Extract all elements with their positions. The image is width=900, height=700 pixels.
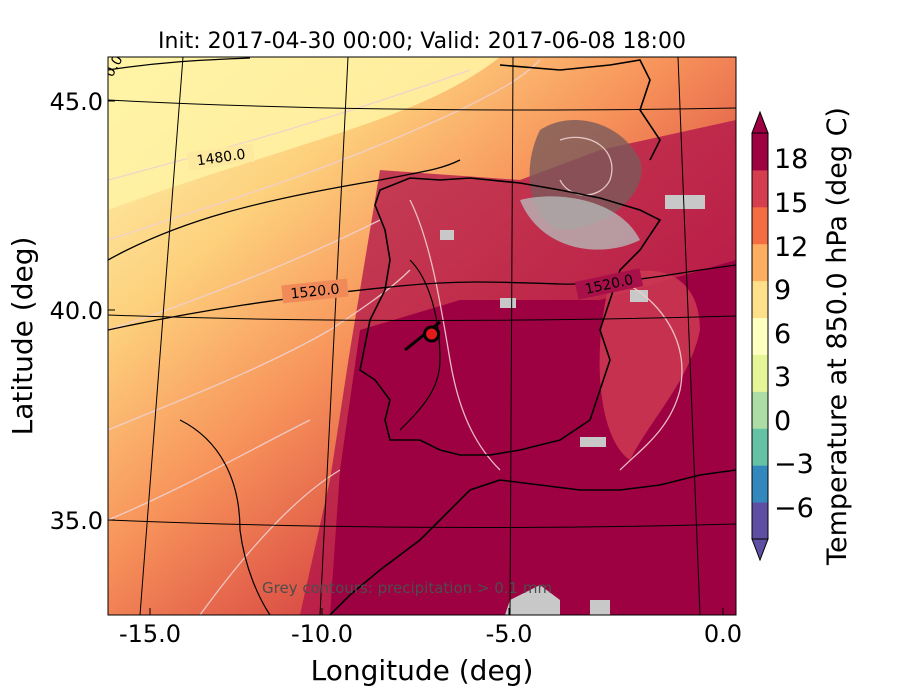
colorbar-tick-label: −3: [774, 449, 814, 480]
colorbar: 18 15 12 9 6 3 0 −3 −6 Temperature at 85…: [751, 107, 853, 566]
location-marker: [423, 325, 441, 343]
colorbar-tick-label: 18: [774, 144, 808, 175]
x-tick-label: -10.0: [291, 620, 353, 648]
colorbar-segment: [752, 428, 768, 466]
cool-band-northwest: [108, 57, 500, 210]
colorbar-bottom-arrow: [751, 538, 769, 562]
y-axis-label: Latitude (deg): [6, 237, 39, 436]
plot-title: Init: 2017-04-30 00:00; Valid: 2017-06-0…: [158, 29, 686, 54]
x-axis: -15.0 -10.0 -5.0 0.0 Longitude (deg): [119, 608, 742, 687]
colorbar-tick-label: 0: [774, 406, 791, 437]
colorbar-tick-label: 12: [774, 232, 808, 263]
colorbar-segment: [752, 169, 768, 208]
colorbar-segment: [752, 206, 768, 245]
colorbar-tick-label: 6: [774, 319, 791, 350]
y-tick-label: 40.0: [50, 297, 103, 325]
colorbar-segment: [752, 465, 768, 503]
colorbar-segment: [752, 317, 768, 355]
x-axis-label: Longitude (deg): [311, 654, 534, 687]
colorbar-tick-label: 3: [774, 362, 791, 393]
colorbar-segment: [752, 391, 768, 429]
x-tick-label: -15.0: [119, 620, 181, 648]
france-coast: [499, 59, 661, 161]
height-label-1480: 1480.0: [196, 147, 247, 170]
colorbar-top-arrow: [751, 110, 769, 134]
x-tick-label: -5.0: [486, 620, 533, 648]
y-axis: 45.0 40.0 35.0 Latitude (deg): [6, 88, 115, 535]
map-frame: [107, 56, 737, 616]
y-tick-label: 35.0: [50, 507, 103, 535]
colorbar-segments: [752, 133, 768, 540]
coastlines: [179, 59, 736, 615]
colorbar-tick-label: 15: [774, 188, 808, 219]
y-tick-label: 45.0: [50, 88, 103, 116]
morocco-border: [179, 419, 271, 615]
colorbar-segment: [752, 133, 768, 171]
colorbar-label: Temperature at 850.0 hPa (deg C): [822, 107, 853, 566]
map-area: 1480.0 1520.0 1520.0 0.0 Grey contours: …: [108, 57, 736, 615]
graticule: [108, 57, 736, 615]
colorbar-segment: [752, 243, 768, 282]
colorbar-ticks: 18 15 12 9 6 3 0 −3 −6: [774, 144, 814, 524]
africa-coast: [329, 469, 736, 615]
precipitation-note: Grey contours: precipitation > 0.1 mm: [262, 579, 552, 597]
colorbar-segment: [752, 354, 768, 392]
precipitation-patches: [440, 120, 705, 615]
x-tick-label: 0.0: [704, 620, 742, 648]
iberian-coast: [359, 177, 662, 456]
height-label-1520-west: 1520.0: [290, 281, 340, 302]
colorbar-tick-label: 9: [774, 275, 791, 306]
colorbar-segment: [752, 280, 768, 319]
colorbar-segment: [752, 502, 768, 540]
colorbar-tick-label: −6: [774, 493, 814, 524]
country-border: [399, 259, 441, 431]
